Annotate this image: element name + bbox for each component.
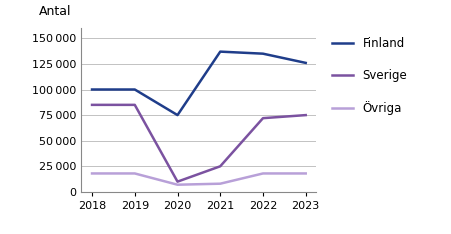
Övriga (89, 172, 95, 175)
Line: Övriga: Övriga (92, 173, 305, 185)
Sverige (260, 117, 265, 120)
Sverige (302, 114, 308, 117)
Finland (132, 88, 137, 91)
Övriga (302, 172, 308, 175)
Text: Antal: Antal (39, 5, 71, 18)
Sverige (89, 103, 95, 106)
Finland (89, 88, 95, 91)
Övriga (132, 172, 137, 175)
Finland (217, 50, 222, 53)
Finland (302, 62, 308, 64)
Line: Sverige: Sverige (92, 105, 305, 182)
Sverige (217, 165, 222, 168)
Övriga (175, 183, 180, 186)
Finland (175, 114, 180, 117)
Finland (260, 52, 265, 55)
Legend: Finland, Sverige, Övriga: Finland, Sverige, Övriga (331, 37, 406, 115)
Line: Finland: Finland (92, 52, 305, 115)
Sverige (132, 103, 137, 106)
Övriga (217, 182, 222, 185)
Övriga (260, 172, 265, 175)
Sverige (175, 180, 180, 183)
